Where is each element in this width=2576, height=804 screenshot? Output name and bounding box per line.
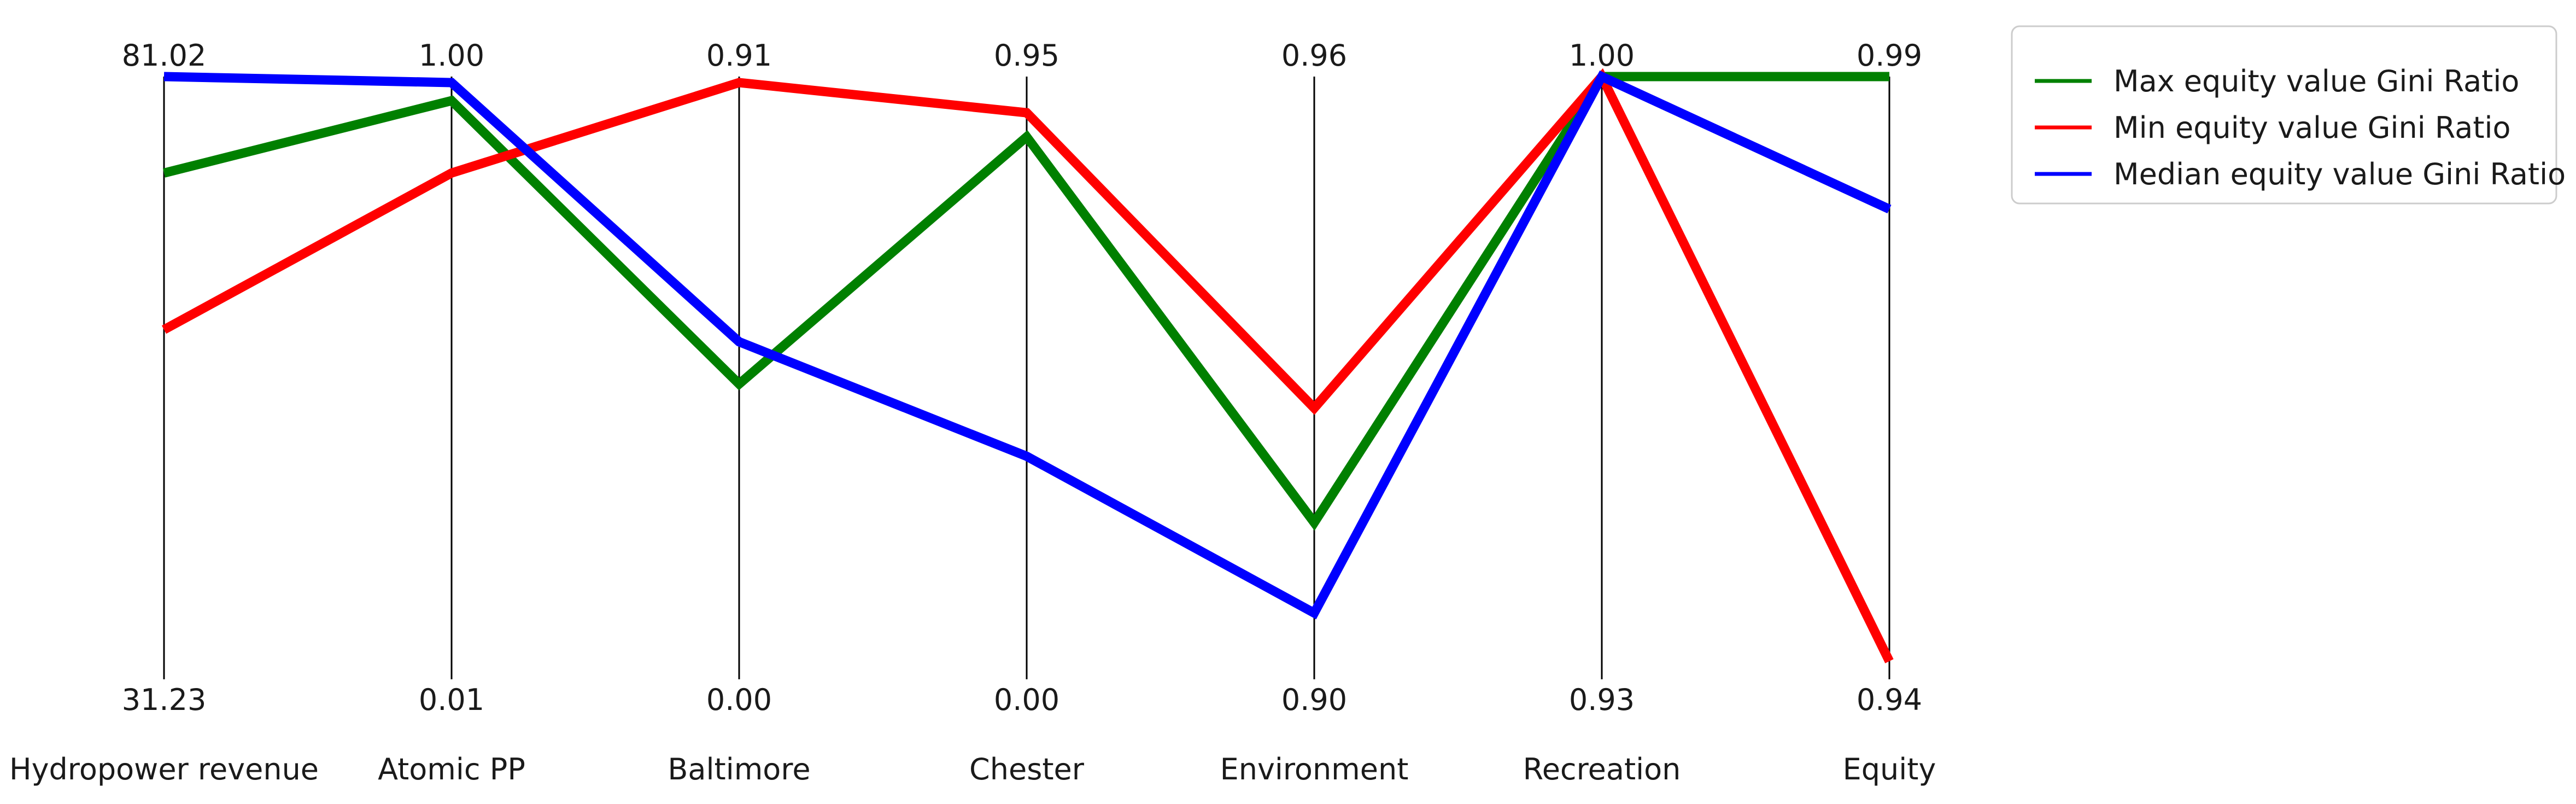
legend-items: Max equity value Gini Ratio Min equity va… <box>2035 64 2566 191</box>
legend-label: Median equity value Gini Ratio <box>2114 157 2566 191</box>
axis-bottom-label-environment: 0.90 <box>1281 683 1347 717</box>
legend-label: Min equity value Gini Ratio <box>2114 110 2511 145</box>
axis-name-hydropower-revenue: Hydropower revenue <box>9 752 319 786</box>
axis-top-label-chester: 0.95 <box>994 38 1059 73</box>
axes-layer <box>163 77 1890 679</box>
axis-top-label-hydropower-revenue: 81.02 <box>122 38 207 73</box>
axis-bottom-label-baltimore: 0.00 <box>706 683 772 717</box>
axis-bottom-label-recreation: 0.93 <box>1569 683 1635 717</box>
legend-item-max-equity-value-gini-ratio: Max equity value Gini Ratio <box>2035 64 2519 98</box>
axis-name-recreation: Recreation <box>1523 752 1681 786</box>
axis-top-label-recreation: 1.00 <box>1569 38 1635 73</box>
axis-bottom-label-hydropower-revenue: 31.23 <box>122 683 207 717</box>
axis-bottom-label-atomic-pp: 0.01 <box>419 683 484 717</box>
series-line-median-equity-value-gini-ratio <box>163 70 1892 620</box>
axis-bottom-label-equity: 0.94 <box>1857 683 1922 717</box>
axis-name-environment: Environment <box>1220 752 1409 786</box>
legend-item-median-equity-value-gini-ratio: Median equity value Gini Ratio <box>2035 157 2566 191</box>
axis-name-chester: Chester <box>969 752 1085 786</box>
axis-top-label-equity: 0.99 <box>1857 38 1922 73</box>
legend-frame <box>2011 25 2557 205</box>
legend: Max equity value Gini Ratio Min equity va… <box>2011 25 2566 205</box>
axis-name-baltimore: Baltimore <box>668 752 810 786</box>
legend-item-min-equity-value-gini-ratio: Min equity value Gini Ratio <box>2035 110 2511 145</box>
series-layer <box>161 68 1894 663</box>
labels-layer: 81.02 31.23 Hydropower revenue 1.00 0.01 Atom… <box>9 38 1936 786</box>
legend-label: Max equity value Gini Ratio <box>2114 64 2519 98</box>
axis-top-label-environment: 0.96 <box>1281 38 1347 73</box>
axis-top-label-atomic-pp: 1.00 <box>419 38 484 73</box>
axis-bottom-label-chester: 0.00 <box>994 683 1059 717</box>
axis-name-equity: Equity <box>1843 752 1936 786</box>
axis-name-atomic-pp: Atomic PP <box>378 752 525 786</box>
axis-top-label-baltimore: 0.91 <box>706 38 772 73</box>
